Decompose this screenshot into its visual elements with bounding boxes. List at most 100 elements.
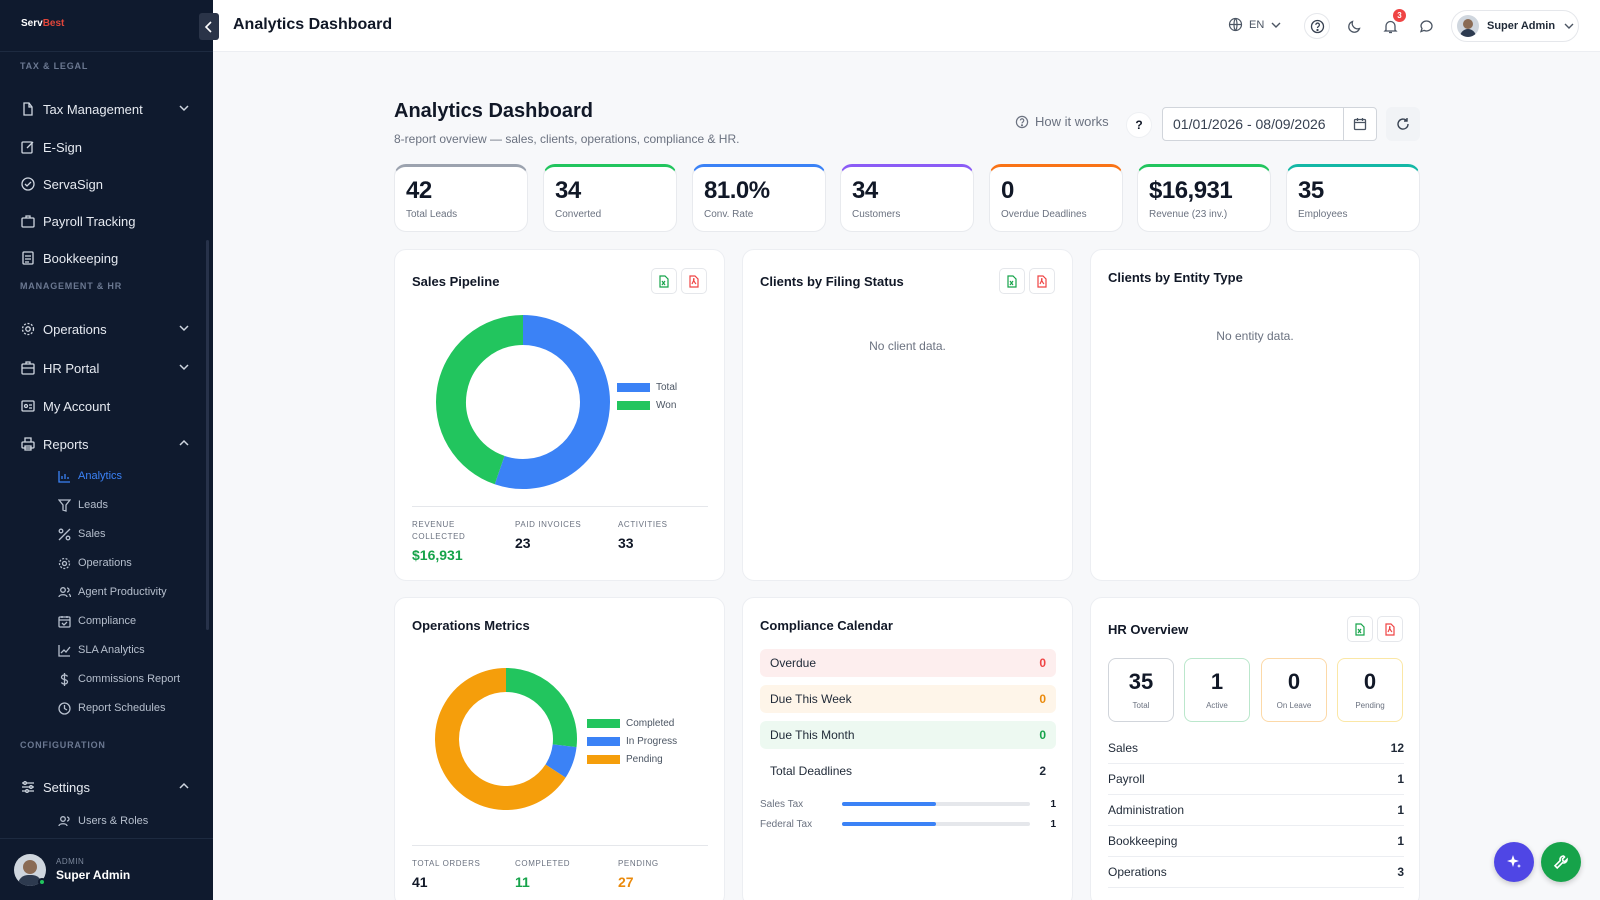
- moon-icon: [1347, 19, 1362, 34]
- kpi-value: 34: [852, 177, 878, 204]
- legend-label: Won: [656, 399, 677, 411]
- sidebar-item-my-account[interactable]: My Account: [20, 395, 190, 417]
- chevron-down-icon[interactable]: [178, 361, 190, 373]
- section-configuration: CONFIGURATION: [20, 740, 106, 750]
- stat-value: $16,931: [412, 547, 463, 563]
- export-excel-button[interactable]: [1347, 616, 1373, 642]
- stat-value: 27: [618, 874, 634, 890]
- line-chart-icon: [57, 643, 71, 657]
- sliders-icon: [20, 780, 35, 795]
- question-button[interactable]: ?: [1126, 112, 1152, 138]
- theme-toggle-button[interactable]: [1342, 14, 1366, 38]
- sidebar-subitem-users-roles[interactable]: Users & Roles: [57, 812, 148, 830]
- bar-label: Sales Tax: [760, 798, 804, 810]
- department-count: 3: [1397, 865, 1404, 879]
- clients-by-filing-status-card: Clients by Filing Status No client data.: [742, 249, 1073, 581]
- clients-by-entity-type-card: Clients by Entity Type No entity data.: [1090, 249, 1420, 581]
- bar-chart-icon: [57, 469, 71, 483]
- legend-label: Pending: [626, 753, 663, 765]
- help-button[interactable]: [1304, 13, 1330, 39]
- sidebar-item-tax-management[interactable]: Tax Management: [20, 98, 190, 120]
- donut-slice-in-progress[interactable]: [545, 743, 577, 778]
- section-tax-legal: TAX & LEGAL: [20, 61, 89, 71]
- compliance-row-value: 0: [1039, 728, 1046, 742]
- sidebar-subitem-operations[interactable]: Operations: [57, 554, 132, 572]
- sidebar-item-servasign[interactable]: ServaSign: [20, 173, 190, 195]
- legend-item-won: Won: [617, 396, 677, 414]
- language-label: EN: [1249, 18, 1265, 31]
- export-pdf-button[interactable]: [1029, 268, 1055, 294]
- brand-logo[interactable]: ServBest: [0, 0, 213, 52]
- notification-count-badge: 3: [1393, 9, 1406, 22]
- clock-icon: [57, 701, 71, 715]
- sidebar-item-settings[interactable]: Settings: [20, 776, 190, 798]
- notifications-button[interactable]: 3: [1378, 9, 1406, 38]
- chevron-up-icon[interactable]: [178, 780, 190, 792]
- sidebar-item-label: My Account: [43, 398, 111, 414]
- department-count: 1: [1397, 834, 1404, 848]
- department-name: Operations: [1108, 865, 1167, 879]
- bar-fill: [842, 822, 936, 826]
- pdf-file-icon: [1036, 274, 1048, 288]
- department-count: 1: [1397, 772, 1404, 786]
- chevron-down-icon[interactable]: [178, 102, 190, 114]
- sidebar-item-hr-portal[interactable]: HR Portal: [20, 357, 190, 379]
- sidebar-item-operations[interactable]: Operations: [20, 318, 190, 340]
- sidebar-subitem-report-schedules[interactable]: Report Schedules: [57, 699, 165, 717]
- sidebar-item-bookkeeping[interactable]: Bookkeeping: [20, 247, 190, 269]
- stat-label: TOTAL ORDERS: [412, 859, 481, 868]
- bar-count: 1: [1050, 798, 1056, 810]
- bar-track: [842, 822, 1030, 826]
- chevron-down-icon: [1270, 19, 1282, 31]
- sidebar-subitem-commissions-report[interactable]: Commissions Report: [57, 670, 180, 688]
- refresh-button[interactable]: [1386, 107, 1420, 141]
- donut-slice-completed[interactable]: [505, 668, 577, 748]
- export-pdf-button[interactable]: [681, 268, 707, 294]
- donut-slice-total[interactable]: [494, 315, 610, 489]
- language-selector[interactable]: EN: [1228, 17, 1282, 32]
- sidebar-scrollbar[interactable]: [206, 240, 209, 630]
- sidebar-item-reports[interactable]: Reports: [20, 433, 190, 455]
- tools-button[interactable]: [1541, 842, 1581, 882]
- how-it-works-link[interactable]: How it works: [1015, 114, 1109, 129]
- sidebar-item-payroll-tracking[interactable]: Payroll Tracking: [20, 210, 190, 232]
- stat-value: 23: [515, 535, 531, 551]
- hr-tile-total: 35 Total: [1108, 658, 1174, 722]
- compliance-row-due-this-week: Due This Week 0: [760, 685, 1056, 713]
- bar-label: Federal Tax: [760, 818, 813, 830]
- sidebar-subitem-agent-productivity[interactable]: Agent Productivity: [57, 583, 167, 601]
- id-card-icon: [20, 399, 35, 414]
- chevron-left-icon: [204, 20, 214, 33]
- page-subtitle: 8-report overview — sales, clients, oper…: [394, 132, 740, 146]
- sales-pipeline-donut-chart: [436, 315, 610, 489]
- sidebar-collapse-button[interactable]: [199, 13, 219, 40]
- export-excel-button[interactable]: [999, 268, 1025, 294]
- sidebar-subitem-sales[interactable]: Sales: [57, 525, 106, 543]
- export-excel-button[interactable]: [651, 268, 677, 294]
- sidebar-subitem-sla-analytics[interactable]: SLA Analytics: [57, 641, 145, 659]
- pdf-file-icon: [688, 274, 700, 288]
- donut-slice-pending[interactable]: [435, 668, 566, 810]
- bar-count: 1: [1050, 818, 1056, 830]
- compliance-row-label: Due This Month: [770, 728, 855, 742]
- brand-name-a: Serv: [21, 18, 43, 29]
- department-row: Payroll 1: [1108, 764, 1404, 795]
- chevron-up-icon[interactable]: [178, 437, 190, 449]
- export-pdf-button[interactable]: [1377, 616, 1403, 642]
- user-menu[interactable]: Super Admin: [1451, 10, 1579, 42]
- sidebar-subitem-analytics[interactable]: Analytics: [57, 467, 122, 485]
- date-picker-button[interactable]: [1343, 107, 1377, 141]
- excel-file-icon: [658, 274, 670, 288]
- kpi-card-conversion-rate: 81.0% Conv. Rate: [692, 164, 826, 232]
- donut-slice-won[interactable]: [436, 315, 524, 485]
- chevron-down-icon[interactable]: [178, 322, 190, 334]
- sidebar-item-e-sign[interactable]: E-Sign: [20, 136, 190, 158]
- messages-button[interactable]: [1414, 14, 1438, 38]
- sidebar-user-profile[interactable]: ADMIN Super Admin: [0, 838, 213, 900]
- kpi-value: $16,931: [1149, 177, 1233, 204]
- sparkle-icon: [1506, 854, 1522, 870]
- kpi-value: 0: [1001, 177, 1014, 204]
- ai-assistant-button[interactable]: [1494, 842, 1534, 882]
- sidebar-subitem-leads[interactable]: Leads: [57, 496, 108, 514]
- sidebar-subitem-compliance[interactable]: Compliance: [57, 612, 136, 630]
